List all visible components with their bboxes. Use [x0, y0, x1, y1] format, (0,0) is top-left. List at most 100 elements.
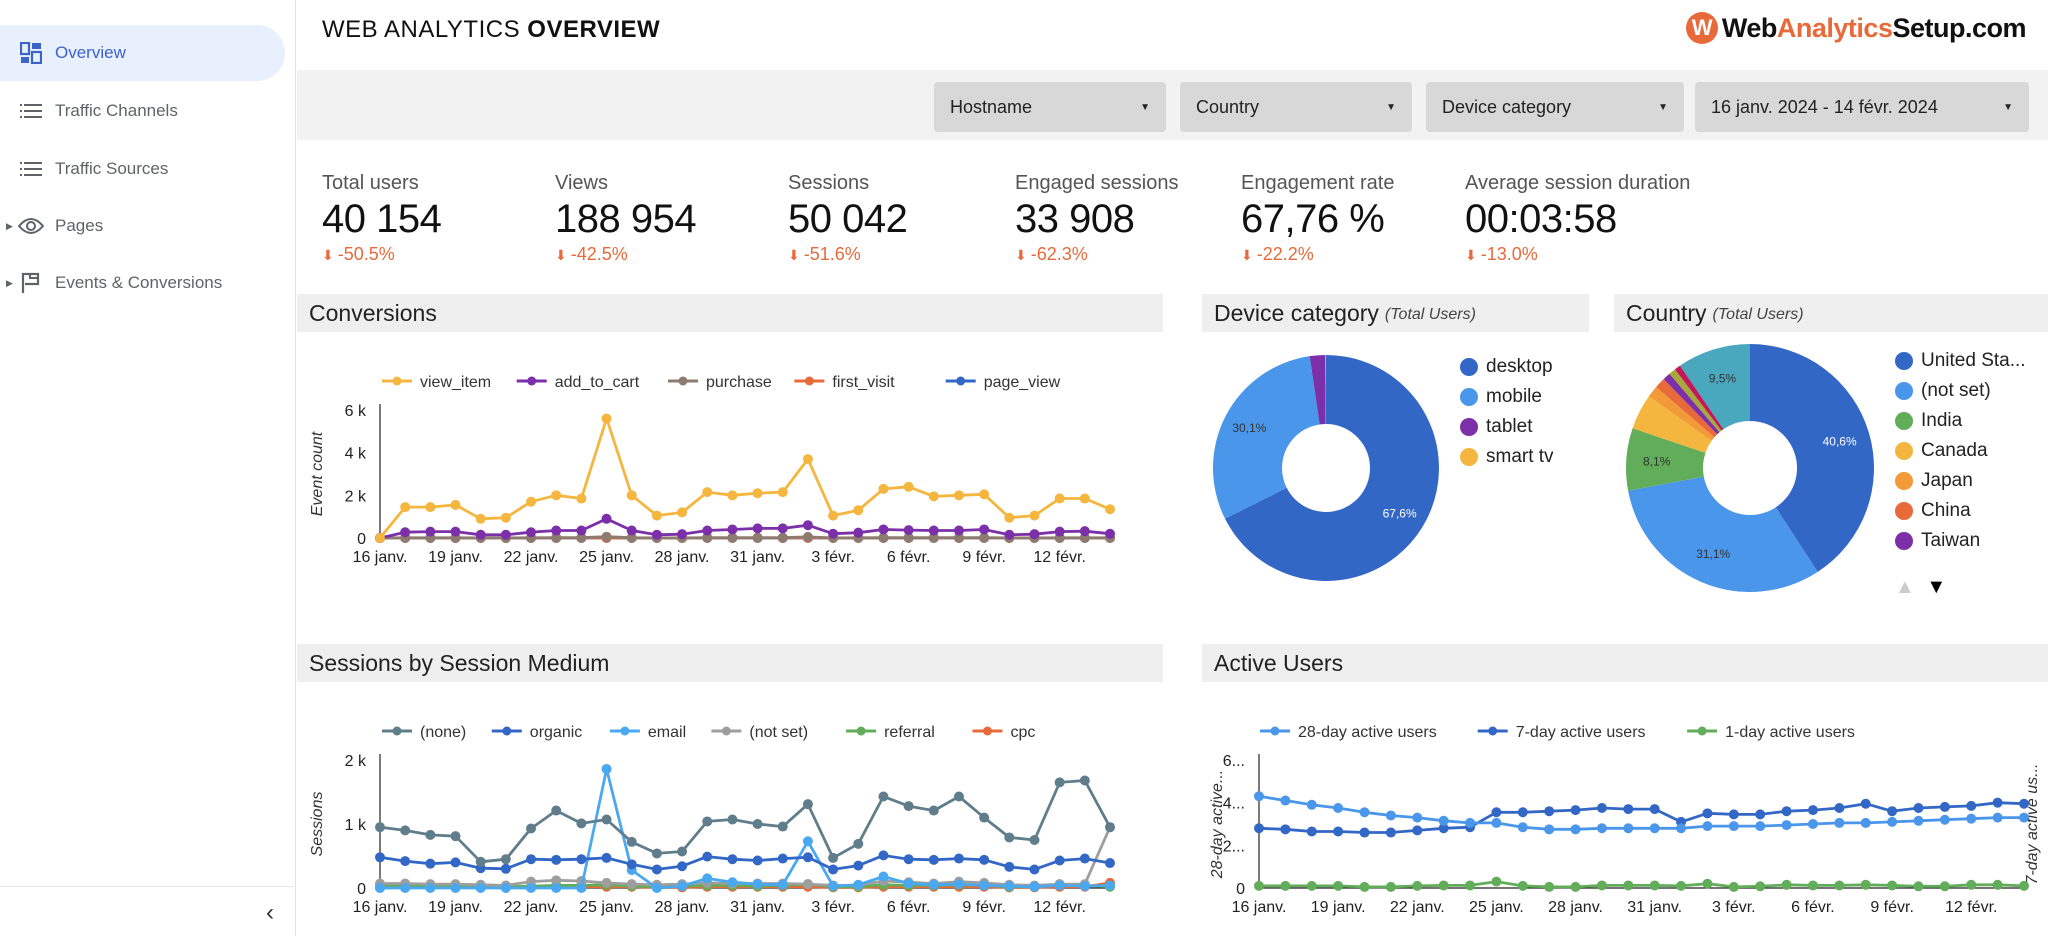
data-point[interactable] [878, 483, 889, 494]
expand-caret-icon[interactable]: ▶ [6, 220, 13, 231]
data-point[interactable] [752, 819, 763, 829]
data-point[interactable] [1333, 880, 1344, 891]
data-point[interactable] [1781, 806, 1792, 817]
data-point[interactable] [928, 525, 939, 536]
data-point[interactable] [1412, 825, 1423, 836]
data-point[interactable] [1438, 815, 1449, 826]
data-point[interactable] [1649, 804, 1660, 815]
data-point[interactable] [878, 871, 889, 882]
data-point[interactable] [1029, 835, 1040, 845]
data-point[interactable] [1004, 832, 1015, 843]
data-point[interactable] [1359, 807, 1370, 818]
data-point[interactable] [375, 883, 385, 893]
data-point[interactable] [1596, 803, 1607, 813]
data-point[interactable] [500, 512, 511, 523]
data-point[interactable] [450, 831, 461, 842]
slice-China[interactable] [1656, 379, 1718, 438]
slice-smart-tv[interactable] [1325, 355, 1326, 425]
data-point[interactable] [551, 525, 562, 536]
data-point[interactable] [1860, 879, 1871, 890]
data-point[interactable] [500, 529, 511, 540]
data-point[interactable] [1385, 881, 1396, 892]
sidebar-item-overview[interactable]: Overview [0, 25, 285, 81]
data-point[interactable] [677, 529, 688, 540]
data-point[interactable] [1570, 824, 1581, 835]
data-point[interactable] [1992, 812, 2003, 823]
data-point[interactable] [400, 825, 411, 836]
data-point[interactable] [1412, 812, 1423, 823]
data-point[interactable] [1755, 881, 1766, 892]
data-point[interactable] [702, 532, 713, 543]
legend-item[interactable]: Canada [1895, 436, 2026, 466]
slice-Other-2[interactable] [1674, 365, 1724, 431]
data-point[interactable] [1359, 881, 1370, 892]
data-point[interactable] [601, 763, 612, 774]
legend-item[interactable]: desktop [1460, 352, 1554, 382]
data-point[interactable] [475, 856, 486, 867]
legend-item[interactable]: India [1895, 406, 2026, 436]
data-point[interactable] [526, 854, 537, 865]
data-point[interactable] [1054, 493, 1065, 504]
data-point[interactable] [1306, 880, 1317, 891]
data-point[interactable] [1860, 817, 1871, 828]
data-point[interactable] [777, 523, 788, 534]
data-point[interactable] [903, 854, 914, 865]
data-point[interactable] [928, 532, 939, 543]
data-point[interactable] [777, 532, 788, 543]
data-point[interactable] [928, 879, 939, 890]
data-point[interactable] [1438, 823, 1449, 834]
data-point[interactable] [400, 883, 411, 893]
data-point[interactable] [601, 877, 612, 888]
data-point[interactable] [1913, 803, 1924, 813]
data-point[interactable] [1649, 823, 1660, 834]
data-point[interactable] [727, 490, 738, 501]
data-point[interactable] [727, 877, 738, 888]
date-range-picker[interactable]: 16 janv. 2024 - 14 févr. 2024 ▼ [1695, 82, 2029, 132]
data-point[interactable] [953, 791, 964, 802]
data-point[interactable] [802, 799, 813, 810]
slice-mobile[interactable] [1213, 356, 1320, 519]
data-point[interactable] [1517, 880, 1528, 891]
data-point[interactable] [1728, 821, 1739, 832]
data-point[interactable] [375, 852, 385, 863]
data-point[interactable] [828, 864, 839, 875]
data-point[interactable] [1491, 807, 1502, 818]
data-point[interactable] [979, 489, 990, 500]
data-point[interactable] [1834, 803, 1845, 813]
data-point[interactable] [979, 524, 990, 535]
data-point[interactable] [450, 526, 461, 537]
legend-item[interactable]: tablet [1460, 412, 1554, 442]
data-point[interactable] [727, 814, 738, 825]
data-point[interactable] [853, 527, 864, 538]
data-point[interactable] [828, 510, 839, 521]
legend-item[interactable]: China [1895, 496, 2026, 526]
slice-Japan[interactable] [1648, 386, 1715, 441]
data-point[interactable] [1939, 881, 1950, 892]
data-point[interactable] [526, 823, 537, 834]
data-point[interactable] [1807, 880, 1818, 891]
data-point[interactable] [928, 805, 939, 816]
data-point[interactable] [1465, 817, 1476, 828]
data-point[interactable] [1544, 881, 1555, 892]
slice-tablet[interactable] [1309, 355, 1326, 425]
data-point[interactable] [626, 879, 637, 890]
data-point[interactable] [626, 836, 637, 847]
slice--not-set-[interactable] [1628, 476, 1818, 592]
data-point[interactable] [1544, 824, 1555, 835]
slice-desktop[interactable] [1224, 355, 1439, 581]
data-point[interactable] [425, 883, 436, 893]
data-point[interactable] [878, 532, 889, 543]
data-point[interactable] [1702, 821, 1713, 832]
data-point[interactable] [878, 791, 889, 802]
data-point[interactable] [953, 853, 964, 864]
data-point[interactable] [500, 863, 511, 874]
data-point[interactable] [2019, 798, 2029, 809]
data-point[interactable] [1054, 855, 1065, 866]
data-point[interactable] [651, 864, 662, 875]
data-point[interactable] [1517, 807, 1528, 818]
slice-Taiwan[interactable] [1663, 373, 1720, 435]
data-point[interactable] [953, 490, 964, 501]
data-point[interactable] [752, 532, 763, 543]
data-point[interactable] [727, 854, 738, 865]
data-point[interactable] [828, 852, 839, 863]
